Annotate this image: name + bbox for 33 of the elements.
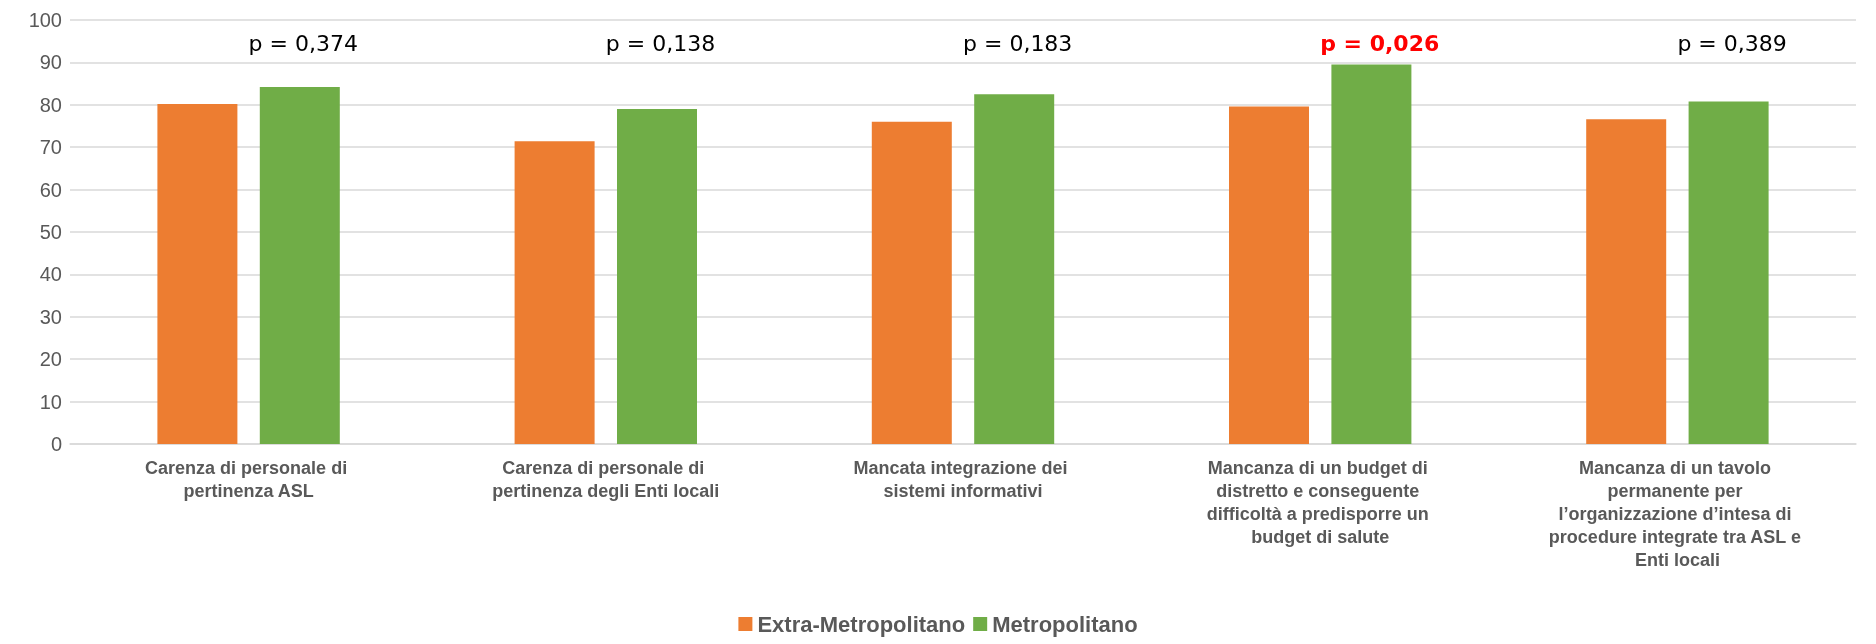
bar bbox=[514, 141, 595, 444]
legend-label: Metropolitano bbox=[992, 611, 1138, 637]
x-tick-label: Carenza di personale di pertinenza degli Enti locali bbox=[492, 457, 720, 501]
y-tick-label: 10 bbox=[39, 390, 62, 413]
annotation: p = 0,183 bbox=[963, 30, 1073, 56]
y-tick-label: 50 bbox=[39, 221, 62, 243]
bar bbox=[974, 94, 1055, 444]
bar bbox=[617, 109, 697, 444]
y-tick-label: 80 bbox=[39, 93, 62, 116]
annotation: p = 0,374 bbox=[248, 30, 358, 56]
x-tick-label: Mancanza di un tavolo permanente per l’organizzazione d’intesa di procedure integrate tra ASL e Enti locali bbox=[1548, 457, 1806, 570]
x-tick-label: Mancanza di un budget di distretto e conseguente difficoltà a predisporre un budget di salute bbox=[1206, 457, 1434, 547]
x-tick-label: Mancata integrazione dei sistemi informativi bbox=[853, 457, 1073, 501]
annotation: p = 0,138 bbox=[605, 30, 716, 56]
y-tick-label: 0 bbox=[50, 433, 62, 455]
y-tick-label: 70 bbox=[39, 136, 62, 159]
bar bbox=[1229, 106, 1309, 444]
y-tick-label: 30 bbox=[39, 305, 62, 328]
bar bbox=[259, 86, 340, 444]
y-tick-label: 40 bbox=[39, 263, 62, 286]
bar bbox=[871, 121, 952, 444]
y-tick-label: 20 bbox=[39, 348, 62, 371]
bar bbox=[1586, 119, 1667, 444]
bar bbox=[1331, 64, 1412, 444]
annotation: p = 0,026 bbox=[1320, 30, 1440, 56]
x-tick-label: Carenza di personale di pertinenza ASL bbox=[145, 457, 353, 501]
bar bbox=[157, 103, 238, 444]
bar bbox=[1688, 101, 1769, 444]
y-tick-label: 60 bbox=[39, 178, 62, 201]
y-tick-label: 100 bbox=[28, 9, 62, 31]
annotation: p = 0,389 bbox=[1677, 30, 1787, 56]
y-tick-label: 90 bbox=[39, 51, 62, 74]
legend-label: Extra-Metropolitano bbox=[757, 611, 966, 637]
